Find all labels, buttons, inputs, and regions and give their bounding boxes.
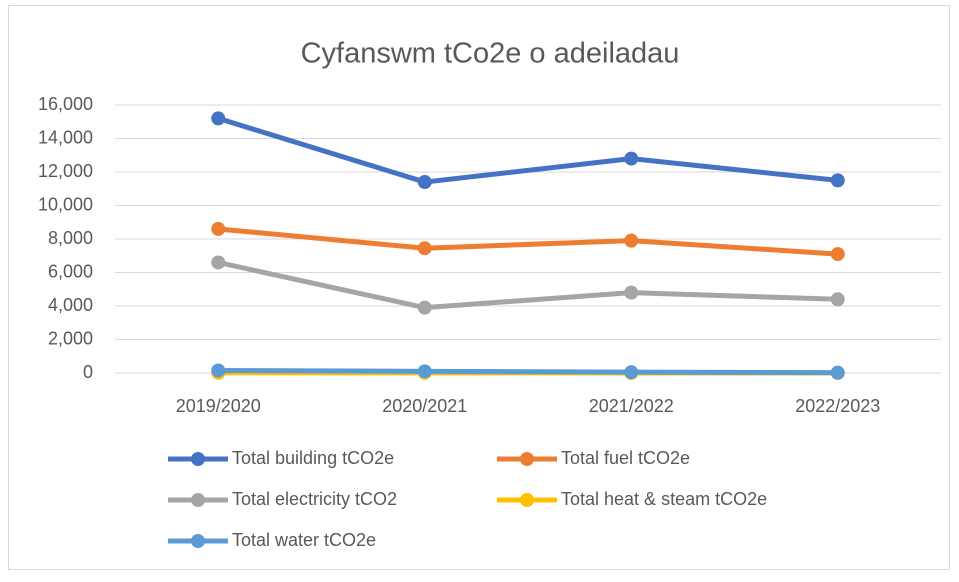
data-point [831, 247, 845, 261]
series-line [218, 370, 838, 372]
data-point [418, 175, 432, 189]
data-point [418, 241, 432, 255]
data-point [831, 292, 845, 306]
data-point [624, 234, 638, 248]
y-tick-label: 12,000 [38, 161, 93, 181]
x-tick-label: 2020/2021 [382, 396, 467, 416]
y-tick-label: 4,000 [48, 295, 93, 315]
data-point [211, 111, 225, 125]
legend-label: Total fuel tCO2e [561, 448, 690, 468]
y-tick-label: 10,000 [38, 194, 93, 214]
legend-marker [191, 452, 205, 466]
data-point [624, 286, 638, 300]
y-tick-label: 8,000 [48, 228, 93, 248]
chart-title: Cyfanswm tCo2e o adeiladau [301, 38, 680, 70]
legend-label: Total heat & steam tCO2e [561, 489, 767, 509]
legend-label: Total water tCO2e [232, 530, 376, 550]
data-point [831, 173, 845, 187]
y-tick-label: 0 [83, 362, 93, 382]
x-tick-label: 2022/2023 [795, 396, 880, 416]
legend-marker [520, 493, 534, 507]
x-tick-label: 2021/2022 [589, 396, 674, 416]
legend-marker [191, 493, 205, 507]
y-tick-label: 2,000 [48, 328, 93, 348]
data-point [418, 301, 432, 315]
data-point [624, 152, 638, 166]
legend-label: Total electricity tCO2 [232, 489, 397, 509]
data-point [211, 363, 225, 377]
data-point [418, 364, 432, 378]
chart-frame [9, 6, 950, 570]
y-tick-label: 16,000 [38, 94, 93, 114]
data-point [211, 255, 225, 269]
data-point [624, 365, 638, 379]
y-tick-label: 6,000 [48, 261, 93, 281]
data-point [211, 222, 225, 236]
legend-marker [191, 534, 205, 548]
legend-label: Total building tCO2e [232, 448, 394, 468]
x-tick-label: 2019/2020 [176, 396, 261, 416]
y-tick-label: 14,000 [38, 127, 93, 147]
data-point [831, 366, 845, 380]
legend-marker [520, 452, 534, 466]
